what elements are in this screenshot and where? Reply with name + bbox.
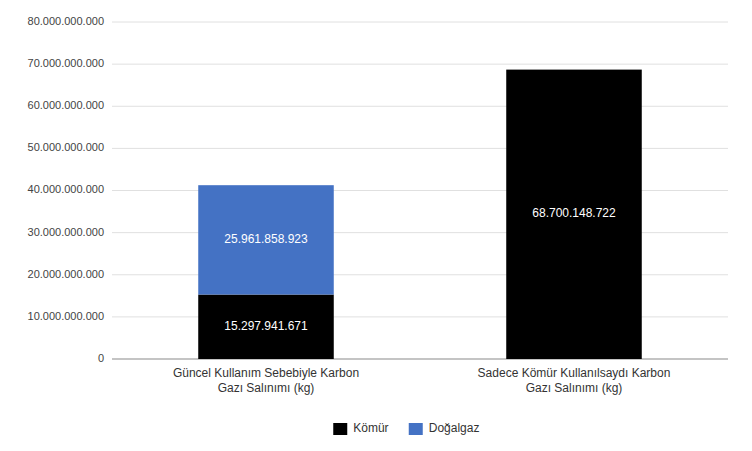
legend-label: Doğalgaz <box>429 421 480 435</box>
data-label: 15.297.941.671 <box>224 319 308 333</box>
y-axis: 0 10.000.000.000 20.000.000.000 30.000.000.… <box>28 15 728 364</box>
y-tick-label: 60.000.000.000 <box>28 99 104 111</box>
y-tick-label: 70.000.000.000 <box>28 57 104 69</box>
y-tick-label: 50.000.000.000 <box>28 141 104 153</box>
data-label: 68.700.148.722 <box>532 206 616 220</box>
x-tick-label: Sadece Kömür Kullanılsaydı KarbonGazı Sa… <box>478 366 671 395</box>
grid-line <box>112 64 728 65</box>
data-label: 25.961.858.923 <box>224 232 308 246</box>
legend-swatch <box>333 423 347 435</box>
grid-line <box>112 22 728 23</box>
y-tick-label: 20.000.000.000 <box>28 268 104 280</box>
bar-segment <box>506 69 642 70</box>
bar-segment <box>198 185 334 294</box>
legend: Kömür Doğalgaz <box>333 421 479 435</box>
bars <box>198 70 642 359</box>
x-tick-label: Güncel Kullanım Sebebiyle KarbonGazı Sal… <box>173 366 359 395</box>
data-labels: 15.297.941.671 68.700.148.722 25.961.858.9… <box>224 206 616 332</box>
x-axis: Güncel Kullanım Sebebiyle KarbonGazı Sal… <box>173 366 670 395</box>
y-tick-label: 10.000.000.000 <box>28 310 104 322</box>
legend-swatch <box>409 423 423 435</box>
y-tick-label: 0 <box>98 352 104 364</box>
chart-container: 0 10.000.000.000 20.000.000.000 30.000.000.… <box>0 0 752 451</box>
y-tick-label: 80.000.000.000 <box>28 15 104 27</box>
bar-segment <box>198 295 334 359</box>
y-tick-label: 30.000.000.000 <box>28 226 104 238</box>
chart-svg: 0 10.000.000.000 20.000.000.000 30.000.000.… <box>0 0 752 451</box>
bar-segment <box>506 70 642 359</box>
y-tick-label: 40.000.000.000 <box>28 183 104 195</box>
legend-label: Kömür <box>353 421 388 435</box>
